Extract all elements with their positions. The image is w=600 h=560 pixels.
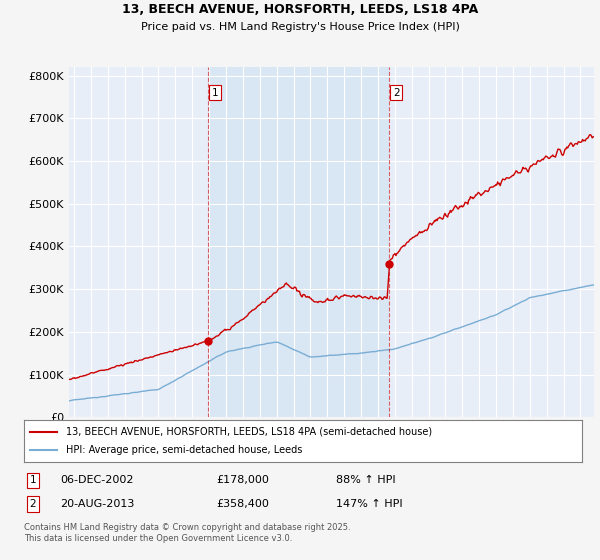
Text: 2: 2 xyxy=(393,88,400,98)
Text: 13, BEECH AVENUE, HORSFORTH, LEEDS, LS18 4PA (semi-detached house): 13, BEECH AVENUE, HORSFORTH, LEEDS, LS18… xyxy=(66,427,432,437)
Text: HPI: Average price, semi-detached house, Leeds: HPI: Average price, semi-detached house,… xyxy=(66,445,302,455)
Text: 06-DEC-2002: 06-DEC-2002 xyxy=(60,475,133,486)
Text: 2: 2 xyxy=(29,499,37,509)
Text: 1: 1 xyxy=(212,88,218,98)
Bar xyxy=(208,67,389,417)
Text: £358,400: £358,400 xyxy=(216,499,269,509)
Text: Price paid vs. HM Land Registry's House Price Index (HPI): Price paid vs. HM Land Registry's House … xyxy=(140,22,460,32)
Text: 13, BEECH AVENUE, HORSFORTH, LEEDS, LS18 4PA: 13, BEECH AVENUE, HORSFORTH, LEEDS, LS18… xyxy=(122,3,478,16)
Text: 1: 1 xyxy=(29,475,37,486)
Text: 88% ↑ HPI: 88% ↑ HPI xyxy=(336,475,395,486)
Text: 20-AUG-2013: 20-AUG-2013 xyxy=(60,499,134,509)
Text: Contains HM Land Registry data © Crown copyright and database right 2025.
This d: Contains HM Land Registry data © Crown c… xyxy=(24,524,350,543)
Text: £178,000: £178,000 xyxy=(216,475,269,486)
Text: 147% ↑ HPI: 147% ↑ HPI xyxy=(336,499,403,509)
